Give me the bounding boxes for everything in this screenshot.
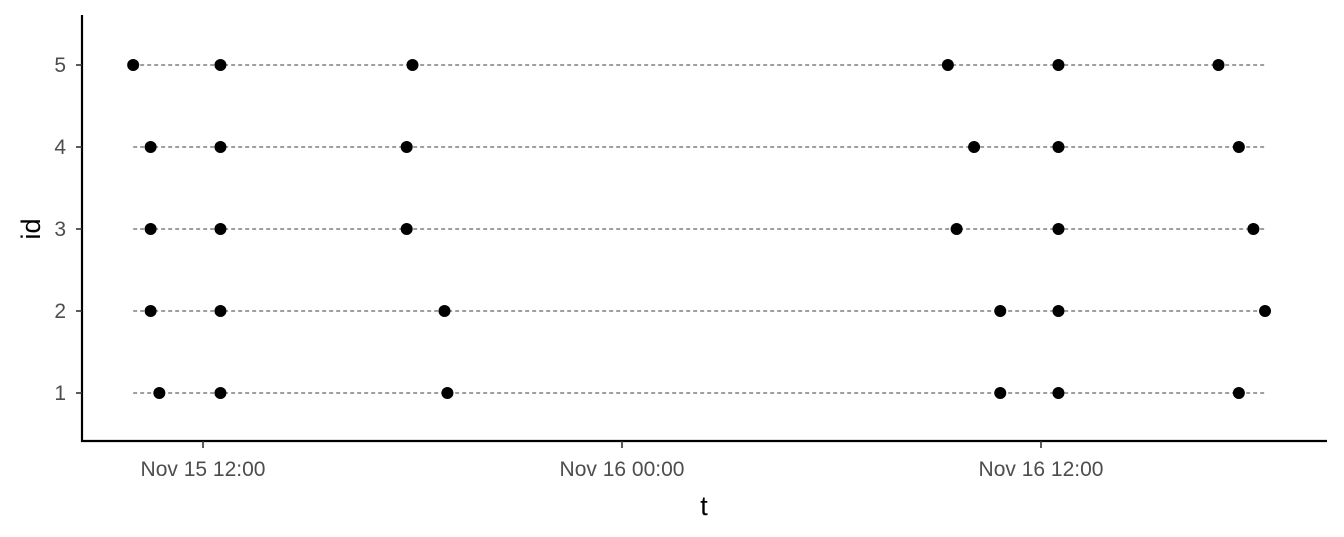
data-points	[127, 59, 1272, 399]
guide-lines	[133, 64, 1266, 394]
x-axis-title: t	[700, 491, 708, 521]
data-point	[153, 387, 166, 399]
data-point	[214, 223, 227, 235]
data-point	[1052, 223, 1065, 235]
y-tick-label: 5	[54, 54, 66, 77]
data-point	[1247, 223, 1260, 235]
data-point	[1052, 387, 1065, 399]
y-axis-title: id	[16, 218, 46, 239]
data-point	[127, 59, 140, 71]
data-point	[214, 141, 227, 153]
data-point	[214, 305, 227, 317]
data-point	[1259, 305, 1272, 317]
data-point	[400, 223, 413, 235]
data-point	[406, 59, 419, 71]
data-point	[941, 59, 954, 71]
data-point	[1052, 59, 1065, 71]
y-axis-ticks: 1 2 3 4 5	[54, 54, 82, 405]
x-tick-label: Nov 15 12:00	[141, 458, 266, 481]
data-point	[1232, 141, 1245, 153]
data-point	[994, 305, 1007, 317]
y-tick-label: 3	[54, 218, 66, 241]
y-tick-label: 2	[54, 300, 66, 323]
data-point	[438, 305, 451, 317]
data-point	[1232, 387, 1245, 399]
data-point	[144, 305, 157, 317]
data-point	[994, 387, 1007, 399]
data-point	[441, 387, 454, 399]
y-tick-label: 1	[54, 382, 66, 405]
data-point	[968, 141, 981, 153]
data-point	[144, 223, 157, 235]
x-tick-label: Nov 16 00:00	[560, 458, 685, 481]
y-tick-label: 4	[54, 136, 66, 159]
data-point	[1212, 59, 1225, 71]
x-tick-label: Nov 16 12:00	[979, 458, 1104, 481]
data-point	[144, 141, 157, 153]
data-point	[214, 59, 227, 71]
data-point	[214, 387, 227, 399]
x-axis-ticks: Nov 15 12:00 Nov 16 00:00 Nov 16 12:00	[141, 441, 1104, 481]
data-point	[400, 141, 413, 153]
data-point	[950, 223, 963, 235]
data-point	[1052, 141, 1065, 153]
data-point	[1052, 305, 1065, 317]
